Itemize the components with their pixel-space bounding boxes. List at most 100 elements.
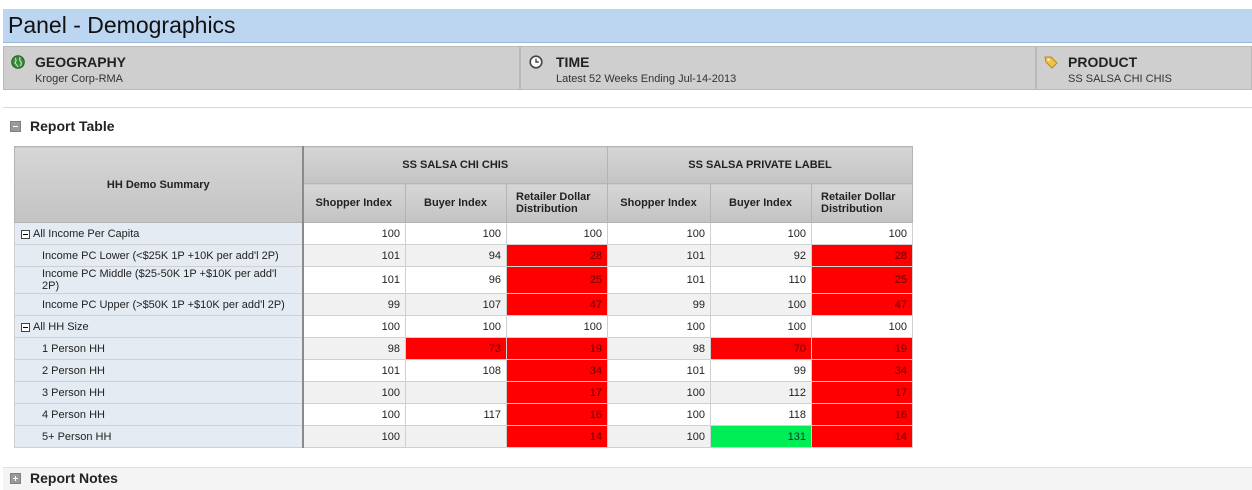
cell: 101: [607, 244, 711, 267]
column-header[interactable]: Buyer Index: [405, 183, 507, 223]
row-label: Income PC Lower (<$25K 1P +10K per add'l…: [14, 244, 304, 267]
cell: 100: [607, 403, 711, 426]
cell: 28: [506, 244, 608, 267]
table-row: Income PC Lower (<$25K 1P +10K per add'l…: [14, 244, 913, 267]
product-title: PRODUCT: [1068, 54, 1138, 70]
cell: 118: [710, 403, 812, 426]
cell: [405, 425, 507, 448]
cell: 131: [710, 425, 812, 448]
tag-icon: [1044, 56, 1058, 69]
cell: 100: [405, 315, 507, 338]
row-label: 3 Person HH: [14, 381, 304, 404]
time-value: Latest 52 Weeks Ending Jul-14-2013: [556, 73, 737, 85]
cell: 100: [607, 222, 711, 245]
product-filter[interactable]: PRODUCT SS SALSA CHI CHIS: [1036, 46, 1252, 90]
cell: 92: [710, 244, 812, 267]
cell: 96: [405, 266, 507, 294]
collapse-icon[interactable]: [21, 229, 30, 239]
cell: 100: [302, 403, 406, 426]
row-label: 4 Person HH: [14, 403, 304, 426]
table-row: All Income Per Capita 100 100 100 100 10…: [14, 222, 913, 245]
cell: 101: [607, 266, 711, 294]
cell: 100: [607, 315, 711, 338]
table-row: All HH Size 100 100 100 100 100 100: [14, 315, 913, 338]
cell: 108: [405, 359, 507, 382]
cell: 117: [405, 403, 507, 426]
row-label[interactable]: All Income Per Capita: [14, 222, 304, 245]
cell: 101: [302, 359, 406, 382]
cell: 100: [607, 381, 711, 404]
report-table: HH Demo Summary SS SALSA CHI CHIS SS SAL…: [14, 146, 913, 448]
time-filter[interactable]: TIME Latest 52 Weeks Ending Jul-14-2013: [520, 46, 1036, 90]
cell: 100: [405, 222, 507, 245]
report-notes-label: Report Notes: [30, 470, 118, 486]
cell: 101: [302, 244, 406, 267]
row-header: HH Demo Summary: [14, 146, 304, 223]
row-label[interactable]: All HH Size: [14, 315, 304, 338]
table-row: Income PC Middle ($25-50K 1P +$10K per a…: [14, 266, 913, 294]
cell: 14: [811, 425, 913, 448]
cell: 100: [710, 293, 812, 316]
cell: 100: [302, 315, 406, 338]
cell: 25: [811, 266, 913, 294]
report-table-header[interactable]: Report Table: [10, 116, 115, 136]
cell: 47: [811, 293, 913, 316]
cell: 110: [710, 266, 812, 294]
cell: 100: [506, 222, 608, 245]
cell: 28: [811, 244, 913, 267]
table-row: Income PC Upper (>$50K 1P +$10K per add'…: [14, 293, 913, 316]
report-table-label: Report Table: [30, 118, 115, 134]
cell: 34: [506, 359, 608, 382]
cell: 98: [302, 337, 406, 360]
row-label: Income PC Middle ($25-50K 1P +$10K per a…: [14, 266, 304, 294]
column-header[interactable]: Retailer Dollar Distribution: [506, 183, 608, 223]
title-bar: Panel - Demographics: [3, 9, 1252, 43]
row-label: 2 Person HH: [14, 359, 304, 382]
cell: 100: [302, 222, 406, 245]
row-label: Income PC Upper (>$50K 1P +$10K per add'…: [14, 293, 304, 316]
table-row: 3 Person HH 100 17 100 112 17: [14, 381, 913, 404]
geography-title: GEOGRAPHY: [35, 54, 127, 70]
cell: 107: [405, 293, 507, 316]
filter-bar: GEOGRAPHY Kroger Corp-RMA TIME Latest 52…: [3, 46, 1252, 90]
collapse-icon[interactable]: [21, 322, 30, 332]
cell: 47: [506, 293, 608, 316]
page-title: Panel - Demographics: [8, 12, 236, 38]
row-label: 5+ Person HH: [14, 425, 304, 448]
cell: 34: [811, 359, 913, 382]
expand-icon[interactable]: [10, 472, 21, 484]
row-label: 1 Person HH: [14, 337, 304, 360]
collapse-icon[interactable]: [10, 120, 21, 132]
cell: 100: [811, 222, 913, 245]
group-header: SS SALSA CHI CHIS: [302, 146, 608, 184]
cell: 17: [506, 381, 608, 404]
cell: 100: [302, 425, 406, 448]
clock-icon: [529, 55, 543, 69]
cell: 98: [607, 337, 711, 360]
table-row: 2 Person HH 101 108 34 101 99 34: [14, 359, 913, 382]
geography-filter[interactable]: GEOGRAPHY Kroger Corp-RMA: [3, 46, 520, 90]
cell: 19: [811, 337, 913, 360]
cell: 19: [506, 337, 608, 360]
table-row: 1 Person HH 98 73 19 98 70 19: [14, 337, 913, 360]
cell: [405, 381, 507, 404]
cell: 100: [811, 315, 913, 338]
cell: 100: [710, 315, 812, 338]
report-notes-bar: [3, 467, 1252, 490]
cell: 16: [811, 403, 913, 426]
cell: 101: [607, 359, 711, 382]
cell: 16: [506, 403, 608, 426]
cell: 99: [607, 293, 711, 316]
cell: 101: [302, 266, 406, 294]
report-notes-header[interactable]: Report Notes: [10, 468, 118, 488]
column-header[interactable]: Retailer Dollar Distribution: [811, 183, 913, 223]
cell: 25: [506, 266, 608, 294]
cell: 94: [405, 244, 507, 267]
cell: 99: [302, 293, 406, 316]
cell: 70: [710, 337, 812, 360]
table-row: 5+ Person HH 100 14 100 131 14: [14, 425, 913, 448]
column-header[interactable]: Shopper Index: [302, 183, 406, 223]
column-header[interactable]: Shopper Index: [607, 183, 711, 223]
time-title: TIME: [556, 54, 590, 70]
column-header[interactable]: Buyer Index: [710, 183, 812, 223]
